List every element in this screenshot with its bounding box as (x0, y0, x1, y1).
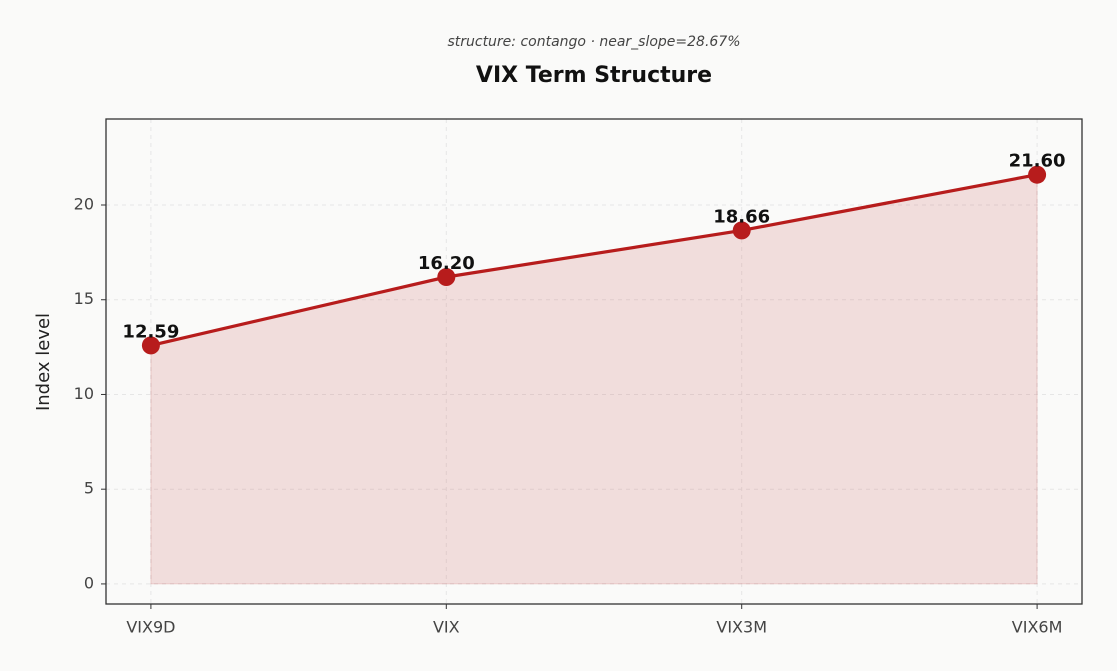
plot-frame (105, 118, 1083, 605)
data-label: 12.59 (122, 321, 179, 342)
y-tick-label: 5 (84, 479, 94, 498)
data-label: 16.20 (418, 253, 475, 274)
data-label: 21.60 (1009, 151, 1066, 172)
point (1028, 165, 1047, 184)
y-tick-label: 20 (74, 195, 94, 214)
x-tick-label: VIX3M (716, 618, 767, 637)
chart-title: VIX Term Structure (476, 63, 712, 88)
y-tick-label: 0 (84, 573, 94, 592)
y-tick-label: 15 (74, 289, 94, 308)
point (732, 221, 751, 240)
point (141, 336, 160, 355)
data-label: 18.66 (713, 206, 770, 227)
x-tick-label: VIX (433, 618, 460, 637)
x-tick-label: VIX9D (126, 618, 175, 637)
x-tick-label: VIX6M (1012, 618, 1063, 637)
line (150, 173, 1038, 347)
y-axis-label: Index level (33, 313, 54, 411)
point (437, 268, 456, 287)
chart-subtitle: structure: contango · near_slope=28.67% (447, 34, 740, 50)
y-tick-label: 10 (74, 384, 94, 403)
